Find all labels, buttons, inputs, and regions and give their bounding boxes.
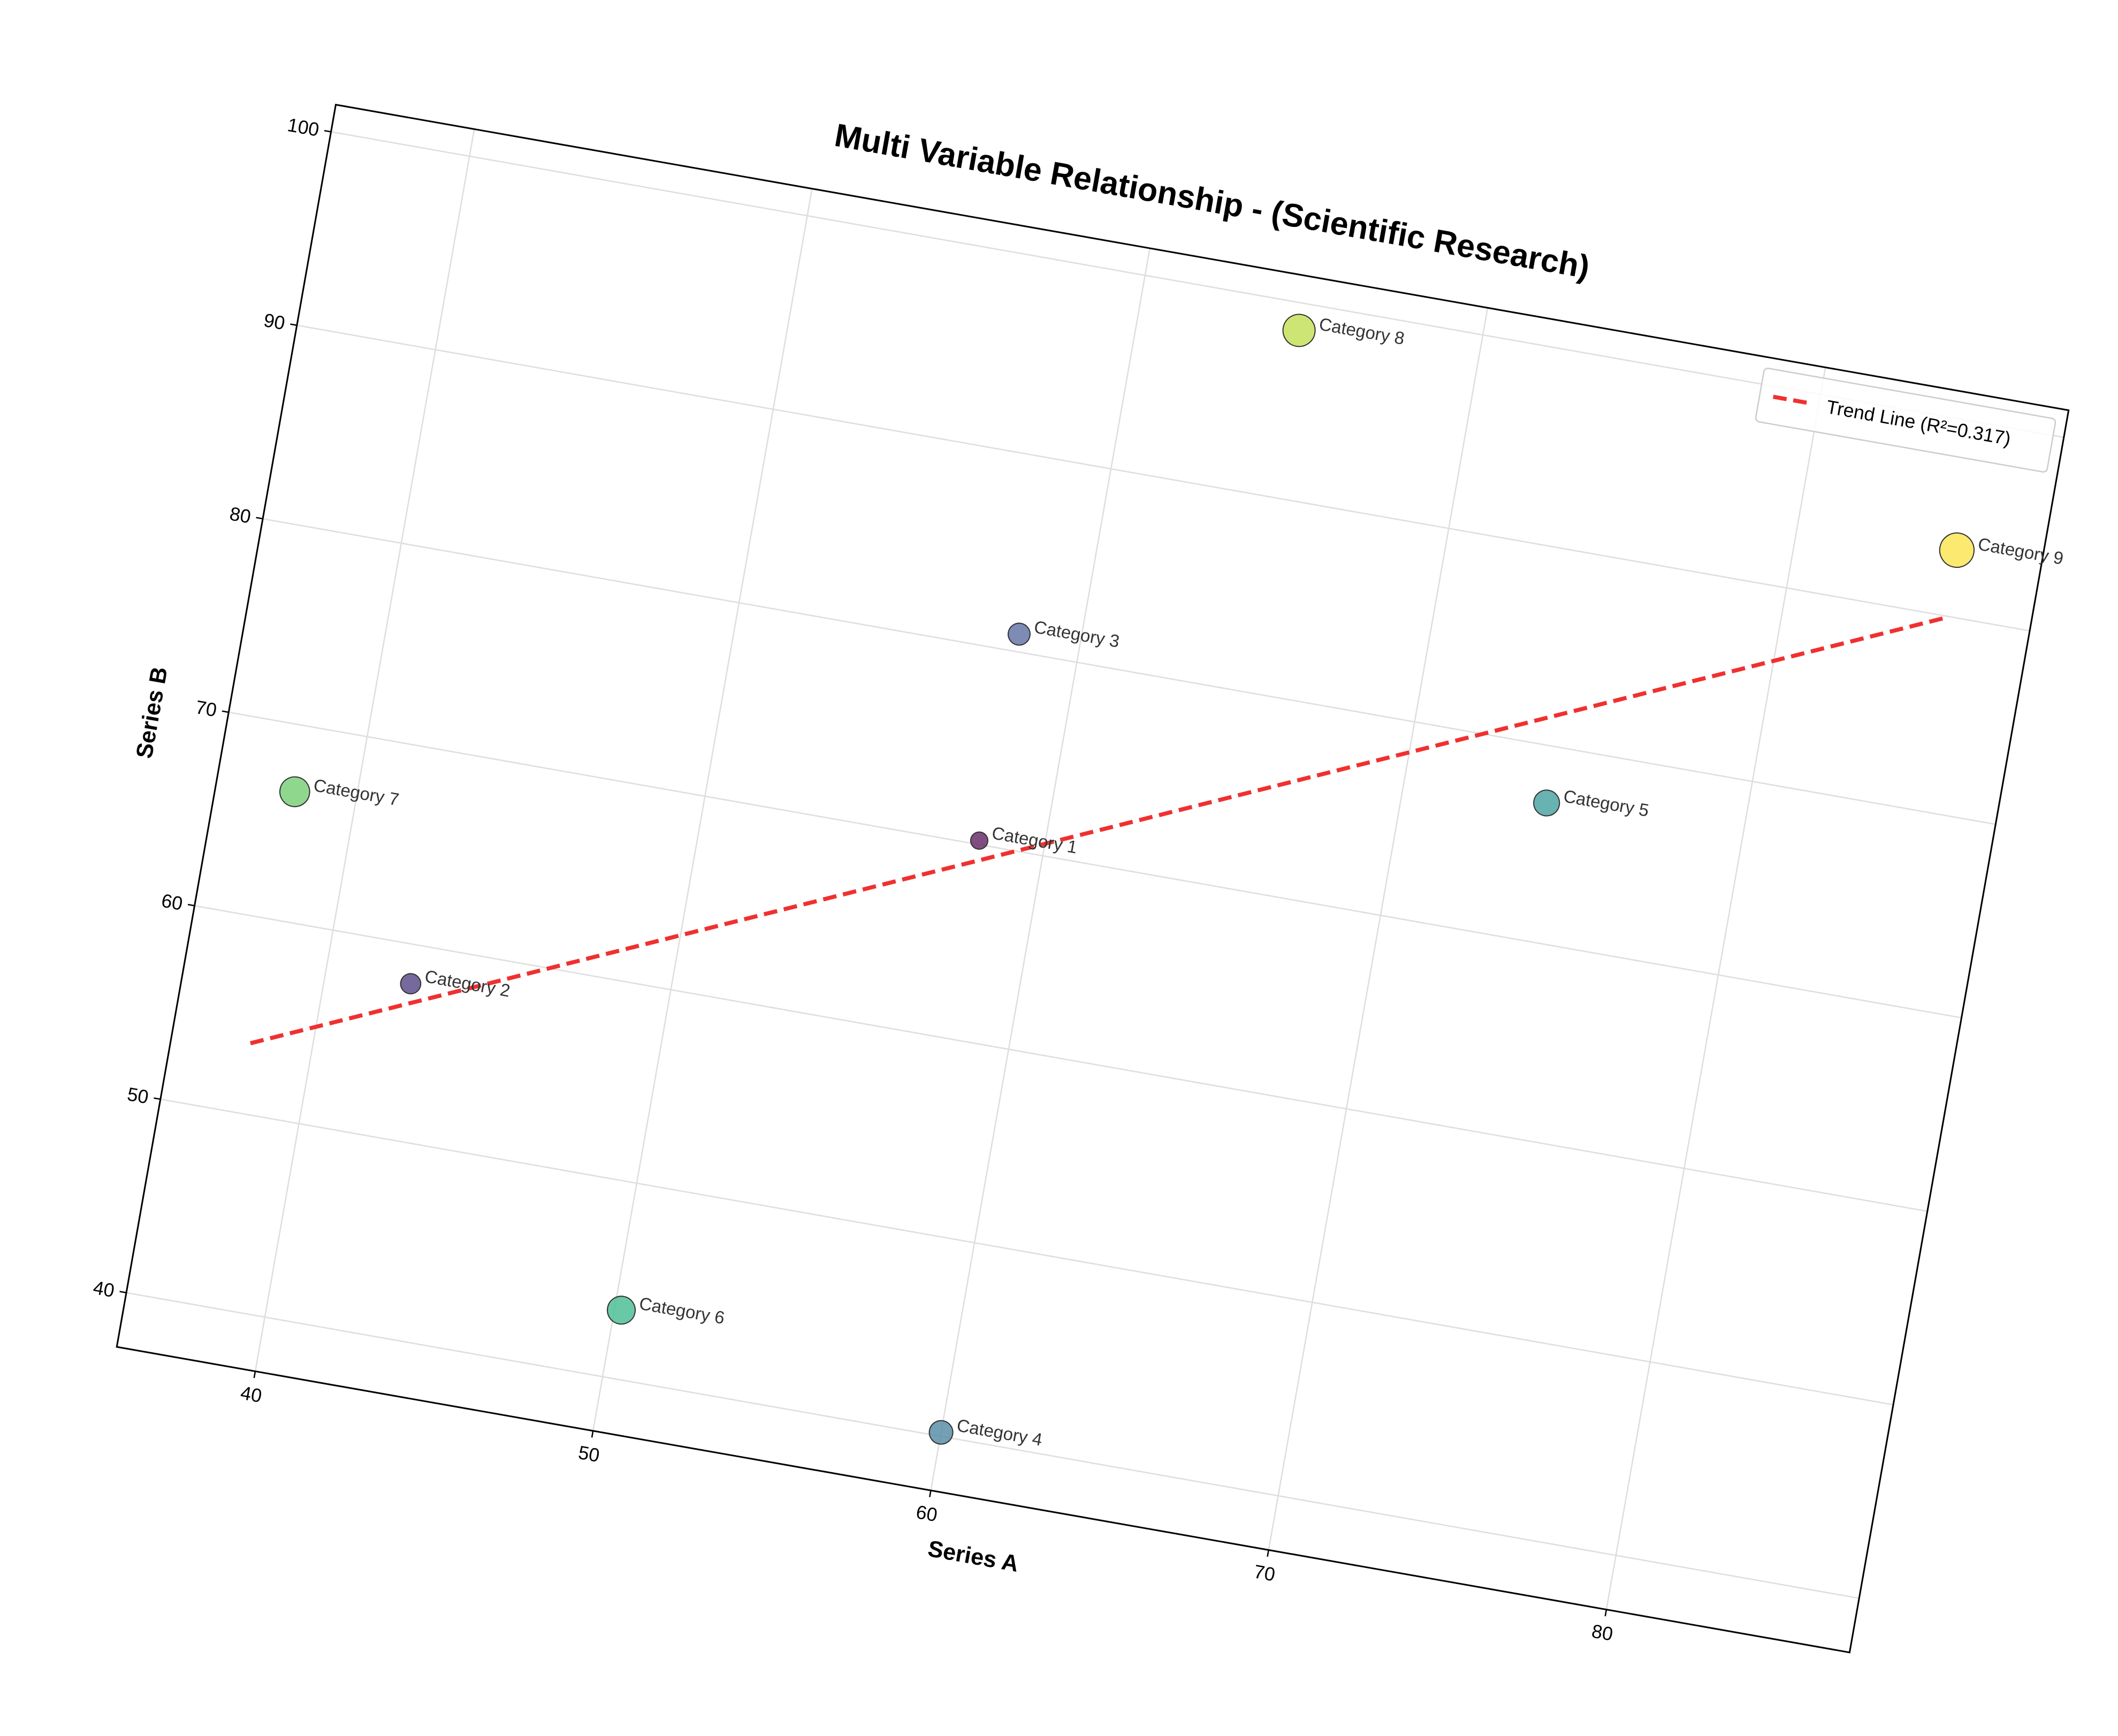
y-tick-label: 80 [228,503,253,528]
x-tick-label: 70 [1252,1560,1277,1585]
grid-line [228,711,1962,1019]
tick-mark [256,516,263,520]
point [970,831,988,850]
point [607,1296,636,1325]
x-tick-label: 40 [239,1382,263,1407]
plot-frame [116,103,2070,1654]
y-tick-label: 60 [160,890,185,915]
tick-mark [1604,1609,1607,1617]
point [1282,314,1316,347]
tick-mark [154,1097,161,1100]
trend-line [250,615,1946,1046]
point [400,973,422,995]
tick-mark [324,130,331,133]
tick-mark [119,1291,127,1293]
point-label: Category 1 [991,823,1079,857]
legend-box [1755,367,2056,473]
y-tick-label: 90 [262,309,287,334]
tick-mark [187,904,195,907]
x-axis-label: Series A [926,1536,1020,1577]
point-label: Category 4 [955,1415,1043,1449]
grid-line [194,905,1927,1212]
tick-mark [591,1430,594,1438]
tick-mark [290,323,298,326]
point [928,1420,954,1445]
grid-line [254,129,475,1372]
grid-line [262,518,1996,825]
point-label: Category 5 [1562,786,1650,820]
y-tick-label: 70 [194,696,218,721]
point-label: Category 9 [1977,534,2065,568]
point-label: Category 6 [638,1293,726,1328]
tick-mark [929,1490,932,1497]
y-tick-label: 40 [92,1277,116,1301]
x-tick-label: 80 [1590,1620,1614,1645]
grid-line [592,188,813,1432]
grid-line [930,248,1151,1491]
grid-line [1605,367,1826,1610]
point [1007,622,1031,646]
x-tick-label: 50 [577,1442,601,1466]
legend-swatch [1773,394,1814,406]
grid-line [160,1098,1894,1406]
point [1533,789,1560,817]
tick-mark [253,1371,256,1379]
tick-mark [1267,1550,1269,1557]
point-label: Category 3 [1033,616,1121,651]
grid-line [1268,307,1489,1550]
x-tick-label: 60 [915,1501,939,1526]
tick-mark [222,710,229,713]
y-tick-label: 100 [286,114,321,141]
grid-line [126,1292,1860,1599]
grid-line [296,324,2030,632]
point-label: Category 7 [312,775,400,809]
point [279,776,310,808]
y-axis-label: Series B [132,665,173,760]
y-tick-label: 50 [126,1083,150,1108]
point [1939,532,1975,568]
